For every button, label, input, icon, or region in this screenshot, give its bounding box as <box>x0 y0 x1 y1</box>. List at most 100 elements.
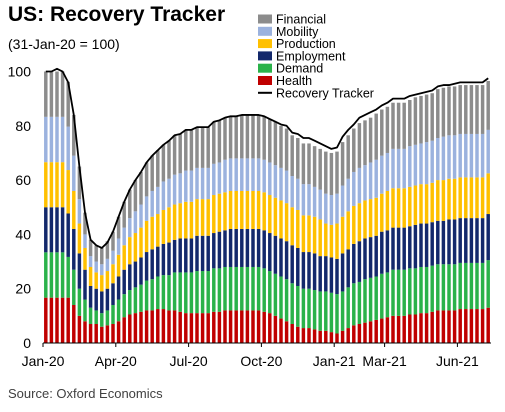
bar-production-45 <box>296 209 300 248</box>
bar-financial-14 <box>122 201 126 228</box>
bar-production-14 <box>122 245 126 270</box>
x-tick-label-Apr-20: Apr-20 <box>95 353 137 369</box>
bar-employment-42 <box>279 238 283 277</box>
bar-financial-20 <box>156 150 160 187</box>
bar-production-74 <box>458 177 462 219</box>
bar-production-28 <box>200 199 205 236</box>
bar-mobility-38 <box>256 158 261 191</box>
bar-employment-23 <box>172 239 177 273</box>
bar-production-21 <box>161 209 166 244</box>
bar-demand-3 <box>60 252 65 298</box>
bar-mobility-72 <box>447 135 451 179</box>
bar-employment-2 <box>55 207 59 253</box>
bar-health-4 <box>66 297 70 343</box>
bar-mobility-40 <box>268 162 272 196</box>
bar-employment-1 <box>49 207 54 253</box>
bar-health-64 <box>402 315 406 343</box>
bar-health-18 <box>144 310 149 343</box>
bar-production-40 <box>268 195 272 234</box>
bar-mobility-28 <box>200 167 205 200</box>
bar-health-49 <box>318 330 322 343</box>
bar-employment-57 <box>363 238 367 280</box>
bar-health-76 <box>469 309 474 343</box>
bar-demand-6 <box>77 288 82 316</box>
bar-employment-6 <box>77 253 82 289</box>
bar-employment-28 <box>200 235 205 272</box>
bar-mobility-2 <box>55 116 59 163</box>
bar-health-73 <box>452 310 457 343</box>
bar-production-30 <box>212 195 216 234</box>
bar-employment-43 <box>284 241 289 280</box>
bar-health-61 <box>385 317 390 343</box>
bar-mobility-19 <box>150 190 154 217</box>
bar-production-29 <box>206 199 210 236</box>
bar-demand-50 <box>324 291 328 331</box>
bar-production-59 <box>374 197 378 236</box>
bar-mobility-27 <box>195 167 199 200</box>
bar-demand-38 <box>256 266 261 311</box>
bar-demand-60 <box>380 273 384 319</box>
bar-employment-38 <box>256 228 261 267</box>
bar-employment-34 <box>234 228 238 267</box>
x-tick-label-Oct-20: Oct-20 <box>240 353 282 369</box>
bar-demand-35 <box>240 266 244 311</box>
bar-demand-40 <box>268 271 272 314</box>
bar-production-51 <box>329 224 334 258</box>
bar-employment-24 <box>178 238 182 273</box>
bar-production-12 <box>111 264 115 284</box>
bar-health-50 <box>324 330 328 343</box>
bar-financial-66 <box>413 97 418 145</box>
bar-production-18 <box>144 220 149 253</box>
bar-employment-39 <box>262 230 266 269</box>
bar-financial-67 <box>419 95 423 144</box>
bar-health-59 <box>374 319 378 343</box>
bar-employment-73 <box>452 219 457 265</box>
bar-health-25 <box>184 313 188 343</box>
bar-mobility-23 <box>172 174 177 205</box>
y-tick-label-80: 80 <box>15 118 31 134</box>
bar-production-9 <box>94 272 98 289</box>
legend-label-employment: Employment <box>276 49 346 63</box>
bar-financial-56 <box>357 123 362 168</box>
bar-mobility-63 <box>396 148 401 189</box>
bar-employment-19 <box>150 249 154 280</box>
bar-health-43 <box>284 321 289 343</box>
bar-health-47 <box>307 328 311 343</box>
legend: FinancialMobilityProductionEmploymentDem… <box>258 13 374 100</box>
bar-demand-48 <box>312 290 317 330</box>
bar-employment-64 <box>402 227 406 270</box>
bar-mobility-35 <box>240 158 244 191</box>
bar-financial-22 <box>167 140 171 179</box>
bar-financial-33 <box>228 116 233 159</box>
bar-mobility-71 <box>441 136 446 181</box>
bar-mobility-45 <box>296 178 300 210</box>
bar-health-3 <box>60 297 65 343</box>
bar-employment-13 <box>116 276 121 300</box>
bar-demand-1 <box>49 252 54 298</box>
bar-employment-65 <box>408 226 412 269</box>
bar-health-2 <box>55 297 59 343</box>
bar-production-55 <box>352 205 356 244</box>
bar-demand-63 <box>396 269 401 316</box>
bar-demand-33 <box>228 266 233 311</box>
legend-swatch-health <box>258 76 272 85</box>
bar-financial-38 <box>256 114 261 159</box>
bar-production-33 <box>228 190 233 229</box>
bar-financial-18 <box>144 162 149 197</box>
bar-production-72 <box>447 178 451 220</box>
x-tick-label-Mar-21: Mar-21 <box>362 353 407 369</box>
bar-demand-15 <box>128 290 132 315</box>
bar-production-39 <box>262 192 266 231</box>
bar-health-55 <box>352 325 356 343</box>
bar-demand-46 <box>301 288 306 329</box>
bar-mobility-21 <box>161 181 166 210</box>
bar-production-53 <box>340 216 345 254</box>
bar-financial-13 <box>116 216 121 239</box>
bar-demand-76 <box>469 262 474 310</box>
bar-financial-54 <box>346 135 350 179</box>
bar-health-8 <box>88 324 93 343</box>
bar-production-7 <box>83 247 87 270</box>
bar-demand-16 <box>133 287 138 314</box>
bar-health-56 <box>357 324 362 343</box>
bar-health-70 <box>436 310 440 343</box>
